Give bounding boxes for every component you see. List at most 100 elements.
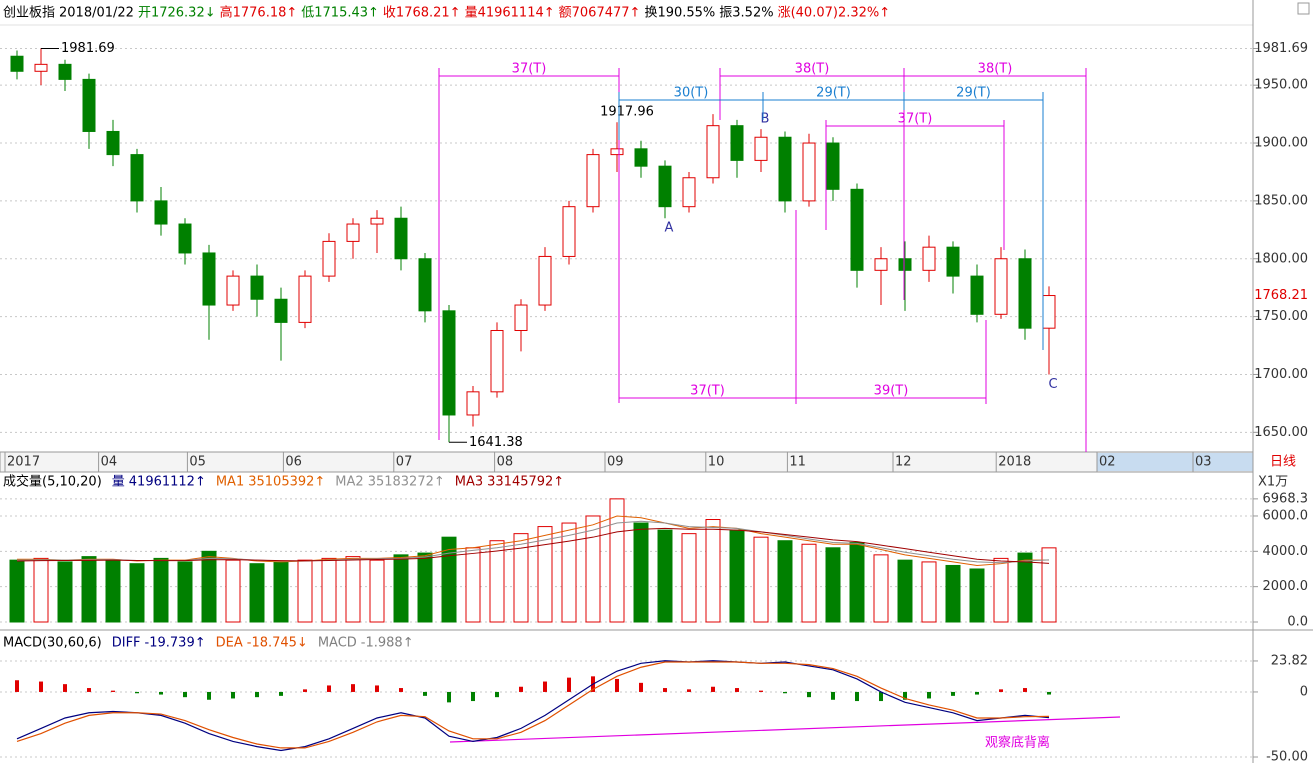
y-tick-label: 4000.0 xyxy=(1263,544,1309,559)
future-strip xyxy=(1097,453,1253,471)
y-tick-label: 1950.00 xyxy=(1254,78,1308,93)
x-tick-label: 09 xyxy=(607,455,624,470)
candle-body xyxy=(538,255,552,306)
candle-body xyxy=(274,298,288,323)
macd-bar xyxy=(303,689,307,692)
macd-bar xyxy=(159,691,163,695)
macd-bar xyxy=(111,690,115,692)
volume-bar xyxy=(441,536,457,623)
macd-bar xyxy=(471,691,475,702)
macd-bar xyxy=(39,681,43,692)
volume-bar xyxy=(33,557,49,623)
divergence-line xyxy=(449,716,1121,743)
volume-bar xyxy=(369,559,385,623)
candle-body xyxy=(490,329,504,393)
macd-bar xyxy=(279,691,283,696)
volume-bar xyxy=(945,564,961,623)
volume-bar xyxy=(1041,547,1057,623)
x-tick-label: 10 xyxy=(708,455,725,470)
cycle-label: 30(T) xyxy=(674,86,709,101)
candle-body xyxy=(58,63,72,80)
volume-bar xyxy=(393,554,409,623)
macd-bar xyxy=(615,678,619,692)
volume-bar xyxy=(801,543,817,623)
macd-bar xyxy=(423,691,427,696)
period-label: 日线 xyxy=(1270,455,1296,470)
volume-bar xyxy=(465,547,481,623)
candle-body xyxy=(34,63,48,72)
header-item: 开1726.32↓ xyxy=(138,6,216,21)
date-strip xyxy=(0,451,1254,473)
macd-bar xyxy=(783,691,787,694)
legend-value: 35183272↑ xyxy=(368,475,445,490)
volume-bar xyxy=(225,559,241,623)
volume-bar xyxy=(273,561,289,623)
macd-line xyxy=(16,660,1050,752)
header-item: 2018/01/22 xyxy=(59,6,134,21)
x-tick-label: 03 xyxy=(1195,455,1212,470)
header-item: 低1715.43↑ xyxy=(301,6,379,21)
volume-bar xyxy=(633,522,649,623)
header-item: 收1768.21↑ xyxy=(383,6,461,21)
macd-bar xyxy=(495,691,499,698)
volume-bar xyxy=(321,557,337,623)
candle-body xyxy=(922,246,936,271)
volume-bar xyxy=(249,563,265,623)
volume-bar xyxy=(1017,552,1033,623)
macd-bar xyxy=(1047,691,1051,695)
x-tick-label: 2017 xyxy=(7,455,40,470)
legend-value: 35105392↑ xyxy=(248,475,325,490)
candle-body xyxy=(442,310,456,416)
legend-name: DEA xyxy=(216,636,243,651)
extreme-label: 1641.38 xyxy=(469,435,523,450)
candle-body xyxy=(322,240,336,277)
macd-bar xyxy=(711,686,715,692)
panel-title: 成交量(5,10,20) xyxy=(3,474,102,490)
candle-body xyxy=(370,217,384,225)
cycle-label: 29(T) xyxy=(816,86,851,101)
macd-bar xyxy=(999,689,1003,692)
volume-bar xyxy=(129,563,145,623)
candle-body xyxy=(82,78,96,132)
volume-bar xyxy=(609,498,625,623)
candle-body xyxy=(706,125,720,179)
volume-bar xyxy=(297,559,313,623)
legend-name: MACD xyxy=(318,636,357,651)
candle-body xyxy=(802,142,816,202)
volume-bar xyxy=(489,540,505,623)
macd-bar xyxy=(855,691,859,702)
y-tick-label: -50.00 xyxy=(1266,750,1308,763)
wave-point: A xyxy=(665,221,674,236)
wave-point: B xyxy=(761,112,770,127)
macd-bar xyxy=(447,691,451,703)
volume-bar xyxy=(153,557,169,623)
legend-value: -1.988↑ xyxy=(361,636,414,651)
candle-body xyxy=(634,148,648,167)
cycle-label: 38(T) xyxy=(795,62,830,77)
legend-name: MA3 xyxy=(455,475,483,490)
cycle-label: 37(T) xyxy=(898,112,933,127)
candle-body xyxy=(202,252,216,306)
header-item: 振3.52% xyxy=(719,6,773,21)
volume-bar xyxy=(849,541,865,623)
candle-body xyxy=(178,223,192,254)
macd-bar xyxy=(135,691,139,694)
x-tick-label: 12 xyxy=(895,455,912,470)
y-tick-label: 1700.00 xyxy=(1254,367,1308,382)
cycle-label: 37(T) xyxy=(690,384,725,399)
candle-body xyxy=(466,391,480,416)
candle-body xyxy=(10,55,24,72)
header-item: 创业板指 xyxy=(3,6,55,21)
y-tick-label: 0.0 xyxy=(1287,615,1308,630)
volume-bar xyxy=(873,554,889,623)
legend-value: -18.745↓ xyxy=(247,636,308,651)
macd-bar xyxy=(663,688,667,692)
x-tick-label: 06 xyxy=(285,455,302,470)
legend-value: 33145792↑ xyxy=(487,475,564,490)
macd-bar xyxy=(231,691,235,699)
candle-body xyxy=(250,275,264,300)
x-tick-label: 02 xyxy=(1099,455,1116,470)
window-button[interactable] xyxy=(1297,2,1310,15)
candle-body xyxy=(658,165,672,208)
